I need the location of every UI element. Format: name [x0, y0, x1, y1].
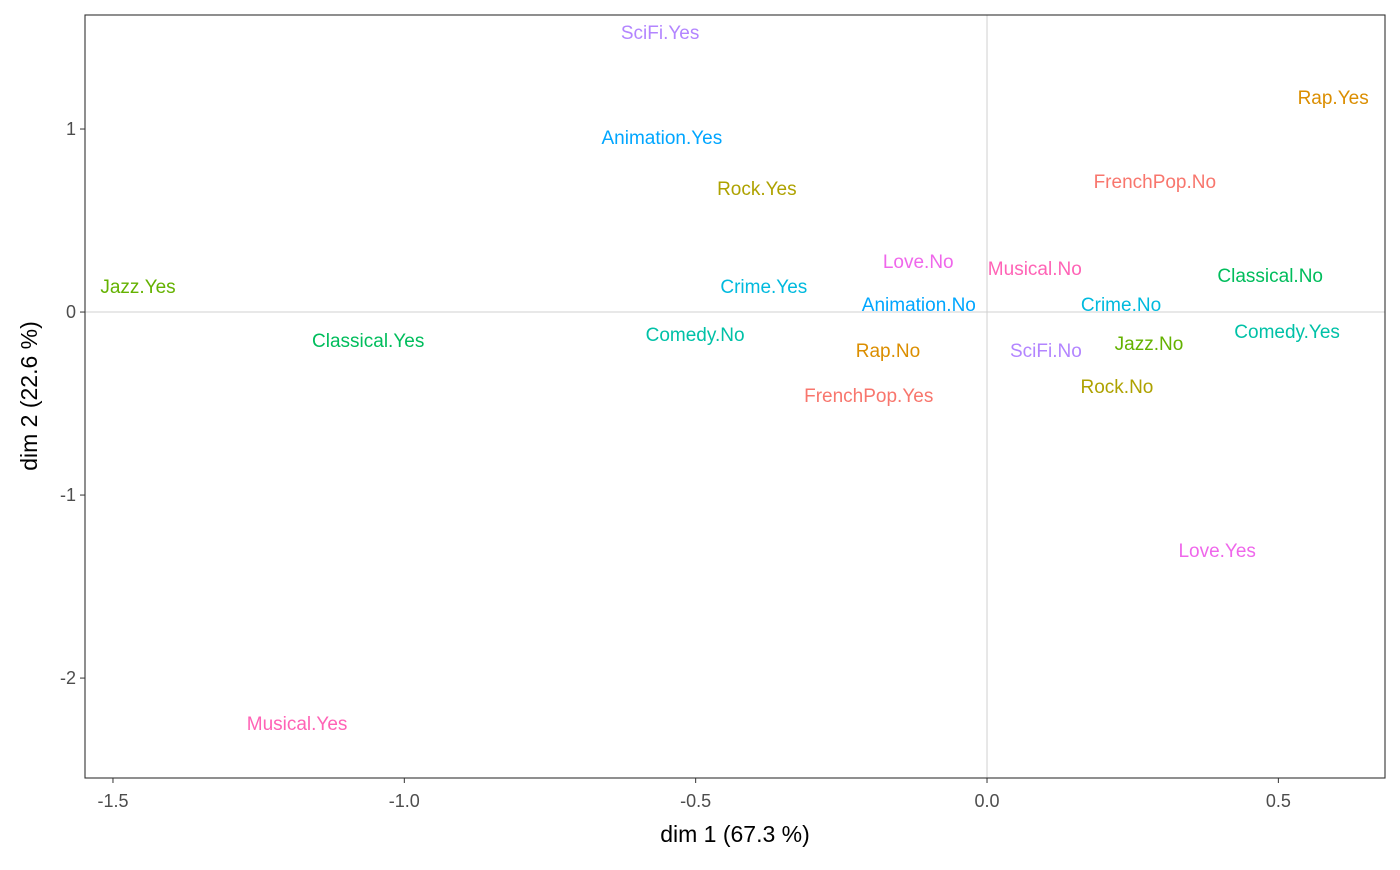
point-label: FrenchPop.Yes	[804, 386, 933, 407]
y-tick-label: -1	[60, 485, 76, 505]
point-label: Crime.Yes	[720, 277, 807, 298]
point-label: Classical.Yes	[312, 331, 424, 352]
point-label: Comedy.Yes	[1234, 322, 1340, 343]
y-tick-label: 0	[66, 302, 76, 322]
point-label: Crime.No	[1081, 295, 1161, 316]
point-label: SciFi.No	[1010, 341, 1082, 362]
point-label: Classical.No	[1217, 266, 1323, 287]
x-tick-label: -0.5	[680, 791, 711, 811]
point-label: Comedy.No	[646, 325, 745, 346]
y-axis-title: dim 2 (22.6 %)	[16, 321, 42, 471]
panel-border	[84, 14, 1386, 779]
point-label: Rap.No	[856, 341, 920, 362]
x-tick-label: -1.5	[97, 791, 128, 811]
point-label: FrenchPop.No	[1094, 172, 1217, 193]
point-label: Musical.Yes	[247, 714, 348, 735]
x-tick-label: 0.0	[975, 791, 1000, 811]
point-label: SciFi.Yes	[621, 23, 700, 44]
point-label: Love.No	[883, 252, 954, 273]
y-tick-label: -2	[60, 668, 76, 688]
y-tick-label: 1	[66, 119, 76, 139]
point-label: Rap.Yes	[1298, 88, 1369, 109]
point-label: Jazz.Yes	[100, 277, 175, 298]
x-tick-label: 0.5	[1266, 791, 1291, 811]
x-axis-title: dim 1 (67.3 %)	[660, 821, 810, 847]
point-label: Jazz.No	[1115, 334, 1184, 355]
x-tick-label: -1.0	[389, 791, 420, 811]
point-label: Musical.No	[988, 259, 1082, 280]
point-label: Love.Yes	[1178, 541, 1255, 562]
point-label: Animation.Yes	[601, 128, 722, 149]
point-label: Rock.No	[1081, 377, 1154, 398]
point-label: Rock.Yes	[717, 179, 797, 200]
point-label: Animation.No	[862, 295, 976, 316]
